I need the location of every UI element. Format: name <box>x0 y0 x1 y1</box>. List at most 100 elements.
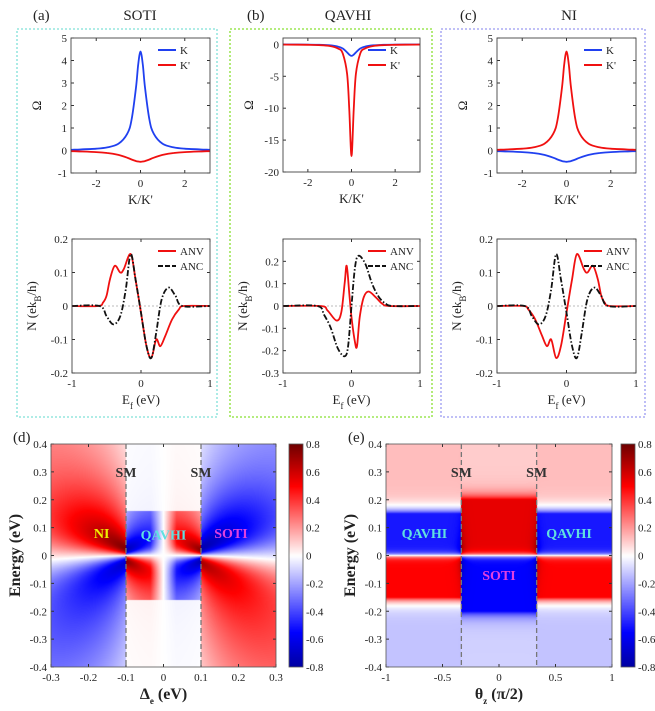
panel-tag: (b) <box>247 8 265 24</box>
y-tick-label: -0.3 <box>30 634 48 646</box>
heatmap-e <box>386 444 612 667</box>
chart-e: -1 -0.5 0 0.5 1 -0.4 -0.3 -0.2 -0.1 0 0.1 0.2 0.3 0.4… <box>342 430 655 706</box>
series-group <box>71 50 210 163</box>
panel-title: NI <box>561 8 577 24</box>
phase-label: QAVHI <box>402 527 448 542</box>
colorbar-tick-label: 0.4 <box>638 495 652 507</box>
plot-frame <box>71 238 211 374</box>
x-axis-label: θz (π/2) <box>475 686 523 706</box>
y-tick-label: 0.1 <box>368 523 382 535</box>
y-tick-label: -0.2 <box>30 606 47 618</box>
y-tick-label: 0.2 <box>33 495 47 507</box>
x-tick-label: -2 <box>92 178 101 190</box>
phase-label: SM <box>191 466 212 481</box>
legend-label: K' <box>180 60 190 72</box>
chart-d: -0.3 -0.2 -0.1 0 0.1 0.2 0.3-0.4-0.3-0.2-0.100… <box>7 430 324 706</box>
y-tick-label: 4 <box>488 56 494 68</box>
y-tick-label: 0.2 <box>368 495 382 507</box>
y-tick-label: 0.1 <box>33 523 47 535</box>
colorbar-frame <box>288 443 304 668</box>
label-part: B <box>458 296 468 302</box>
label-part: (eV) <box>343 392 370 407</box>
panel-header-b: (b) QAVHI <box>247 8 371 24</box>
y-tick-label: 1 <box>488 123 494 135</box>
y-tick-label: 2 <box>488 101 494 113</box>
phase-label: NI <box>94 527 110 542</box>
x-tick-label: 0 <box>564 378 570 390</box>
x-tick-label: -2 <box>303 177 312 189</box>
x-tick-label: 0.3 <box>269 672 283 684</box>
y-axis-label: Ω <box>29 101 44 111</box>
y-tick-label: -5 <box>270 71 280 83</box>
colorbar-tick-label: 0.2 <box>306 523 320 535</box>
chart-c-bottom: -1 0 1 -0.2 -0.1 0 0.1 0.2 ANV ANC Ef (eV) N (ekB/h… <box>449 234 639 411</box>
x-tick-label: 2 <box>392 177 398 189</box>
x-tick-label: 0.2 <box>232 672 246 684</box>
y-tick-label: 3 <box>488 78 494 90</box>
plot-frame <box>496 238 637 374</box>
x-tick-label: 0 <box>138 178 144 190</box>
x-tick-label: -1 <box>67 378 76 390</box>
series-k <box>71 50 210 151</box>
y-tick-label: -1 <box>58 168 67 180</box>
y-tick-label: -0.1 <box>30 578 47 590</box>
y-axis-label: N (ekB/h) <box>24 281 43 331</box>
y-tick-label: -10 <box>264 103 279 115</box>
legend-label: ANV <box>606 246 630 258</box>
y-tick-label: -0.4 <box>365 662 383 674</box>
panel-header-c: (c) NI <box>460 8 577 24</box>
y-axis-label: N (ekB/h) <box>449 281 468 331</box>
legend-label: K <box>606 45 614 57</box>
y-tick-label: -0.1 <box>476 335 493 347</box>
label-part: (eV) <box>133 392 160 407</box>
series-anc <box>497 253 636 360</box>
x-tick-label: 0 <box>161 672 167 684</box>
x-axis-label: K/K' <box>554 192 579 207</box>
panel-box-c <box>440 28 646 418</box>
y-tick-label: -15 <box>264 135 279 147</box>
y-axis-label: Ω <box>241 100 256 110</box>
x-axis-label: K/K' <box>128 192 153 207</box>
y-tick-label: 5 <box>62 33 68 45</box>
x-tick-label: 1 <box>417 378 423 390</box>
plot-frame <box>50 443 277 668</box>
colorbar-tick-label: -0.6 <box>638 634 655 646</box>
y-tick-label: 0 <box>377 551 383 563</box>
x-tick-label: -1 <box>492 378 501 390</box>
panel-title: SOTI <box>123 8 156 24</box>
colorbar-frame <box>620 443 636 668</box>
label-part: (eV) <box>558 392 585 407</box>
x-tick-label: -1 <box>278 378 287 390</box>
plot-frame <box>385 443 613 668</box>
series-k-prime <box>497 50 636 151</box>
x-tick-label: -2 <box>518 178 527 190</box>
x-tick-label: -0.5 <box>434 672 452 684</box>
y-tick-label: 2 <box>62 101 68 113</box>
phase-label: SOTI <box>482 569 515 584</box>
label-part: f <box>130 401 133 411</box>
legend-label: K' <box>606 60 616 72</box>
x-tick-label: -0.3 <box>42 672 60 684</box>
series-group <box>497 50 636 163</box>
y-tick-label: -0.1 <box>262 323 279 335</box>
x-tick-label: 0 <box>138 378 144 390</box>
label-part: z <box>483 696 487 706</box>
panel-title: QAVHI <box>325 8 371 24</box>
series-k <box>283 43 420 57</box>
colorbar-tick-label: 0.6 <box>638 467 652 479</box>
label-part: /h) <box>449 281 464 295</box>
x-tick-label: 0 <box>496 672 502 684</box>
label-part: N (ek <box>449 301 464 331</box>
colorbar-tick-label: -0.8 <box>306 662 324 674</box>
y-tick-label: -0.3 <box>262 368 280 380</box>
x-tick-label: 0 <box>349 177 355 189</box>
chart-b-bottom: -1 0 1 -0.3 -0.2 -0.1 0 0.1 0.2 ANV ANC Ef (eV) N (e… <box>235 238 423 411</box>
panel-tag: (c) <box>460 8 477 24</box>
chart-b-top: -2 0 2-20-15-10-50 KK'K/K'Ω <box>241 37 421 206</box>
legend-label: ANC <box>390 261 413 273</box>
phase-label: SM <box>116 466 137 481</box>
y-tick-label: 0.1 <box>479 268 493 280</box>
series-k <box>497 150 636 163</box>
y-tick-label: 0.2 <box>265 256 279 268</box>
